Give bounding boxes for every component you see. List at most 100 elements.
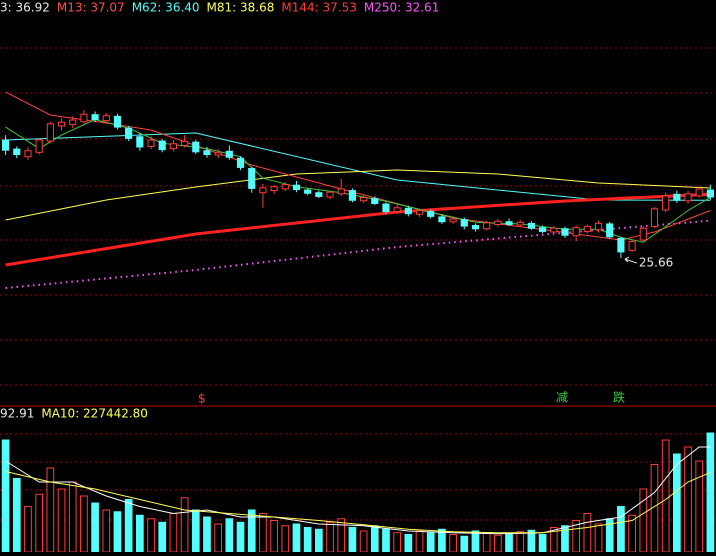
volume-bar: [169, 513, 178, 553]
candle-body: [24, 150, 32, 158]
candle-body: [438, 216, 446, 223]
candle-body: [415, 209, 424, 215]
candle-body: [483, 222, 491, 230]
volume-bar: [404, 534, 413, 553]
candle-body: [348, 190, 356, 201]
volume-bar: [191, 509, 200, 553]
candle-body: [449, 218, 457, 223]
legend-entry: 92.91: [0, 407, 34, 421]
legend-entry: M62: 36.40: [132, 1, 200, 15]
volume-bar: [314, 528, 323, 553]
candle-body: [427, 211, 435, 217]
volume-bar: [158, 521, 167, 553]
candle-body: [80, 113, 88, 123]
candle-body: [91, 114, 99, 121]
candle-body: [650, 208, 659, 228]
candle-body: [35, 139, 43, 153]
candle-body: [181, 141, 189, 146]
volume-bar: [393, 532, 402, 553]
volume-bar: [135, 514, 144, 553]
candle-body: [505, 221, 513, 225]
candle-body: [539, 227, 547, 232]
volume-bar: [594, 523, 603, 553]
volume-bar: [415, 530, 424, 553]
candle-body: [393, 207, 401, 213]
legend-entry: M13: 37.07: [57, 1, 125, 15]
marker: 减: [556, 391, 568, 405]
volume-bar: [259, 513, 267, 553]
candle-body: [192, 141, 200, 153]
volume-bar: [57, 488, 66, 553]
volume-bar: [426, 532, 435, 553]
candle-body: [360, 197, 368, 202]
candle-body: [572, 227, 580, 237]
volume-bar: [382, 528, 390, 553]
volume-bar: [583, 513, 592, 553]
ma-line: [5, 169, 711, 221]
marker: 跌: [613, 390, 625, 405]
candle-body: [494, 220, 502, 225]
candle-body: [281, 184, 289, 190]
candle-body: [292, 184, 301, 190]
volume-bar: [214, 523, 223, 553]
candle-body: [147, 139, 155, 147]
volume-bar: [24, 506, 32, 553]
volume-bar: [449, 534, 457, 553]
candle-body: [113, 115, 122, 128]
legend-entry: M250: 32.61: [364, 1, 439, 15]
volume-bar: [617, 506, 625, 553]
volume-bar: [1, 439, 10, 553]
volume-bar: [370, 525, 379, 553]
candle-body: [606, 223, 614, 238]
volume-bar: [538, 534, 547, 553]
volume-bar: [505, 533, 513, 553]
legend-entry: MA10: 227442.80: [41, 407, 148, 421]
candle-body: [382, 203, 390, 213]
candle-body: [203, 150, 211, 156]
volume-bar: [147, 518, 155, 553]
candle-body: [304, 189, 312, 194]
volume-bar: [68, 481, 77, 553]
candle-body: [69, 119, 77, 125]
candle-body: [695, 188, 703, 197]
volume-bar: [12, 478, 21, 553]
volume-bar: [695, 460, 704, 553]
volume-bar: [225, 518, 234, 553]
volume-bar: [706, 432, 715, 553]
volume-bar: [80, 495, 88, 553]
ma-line: [5, 446, 711, 535]
marker: $: [198, 392, 206, 406]
volume-bar: [124, 499, 133, 553]
legend-entry: M81: 38.68: [207, 1, 275, 15]
candle-body: [315, 192, 323, 197]
legend-entry: M144: 37.53: [281, 1, 356, 15]
candle-body: [561, 228, 569, 236]
candle-body: [259, 187, 267, 194]
candle-body: [102, 115, 110, 122]
volume-bar: [482, 532, 491, 553]
candle-body: [550, 227, 558, 233]
volume-bar: [337, 518, 346, 553]
volume-bar: [281, 525, 290, 553]
volume-bar: [672, 453, 681, 553]
candle-body: [684, 193, 692, 202]
volume-bar: [236, 521, 245, 553]
volume-bar: [247, 509, 256, 553]
volume-bar: [102, 509, 111, 553]
candle-body: [13, 148, 21, 156]
candle-body: [371, 198, 379, 204]
candle-body: [248, 168, 256, 189]
volume-bar: [348, 527, 357, 553]
volume-bar: [46, 467, 55, 553]
low-label: 25.66: [639, 256, 673, 270]
candle-body: [583, 226, 591, 232]
volume-bar: [684, 446, 692, 553]
candle-body: [326, 191, 334, 198]
candle-body: [337, 188, 345, 195]
low-arrow: [624, 256, 638, 264]
volume-bar: [516, 531, 525, 553]
volume-bar: [303, 527, 312, 553]
